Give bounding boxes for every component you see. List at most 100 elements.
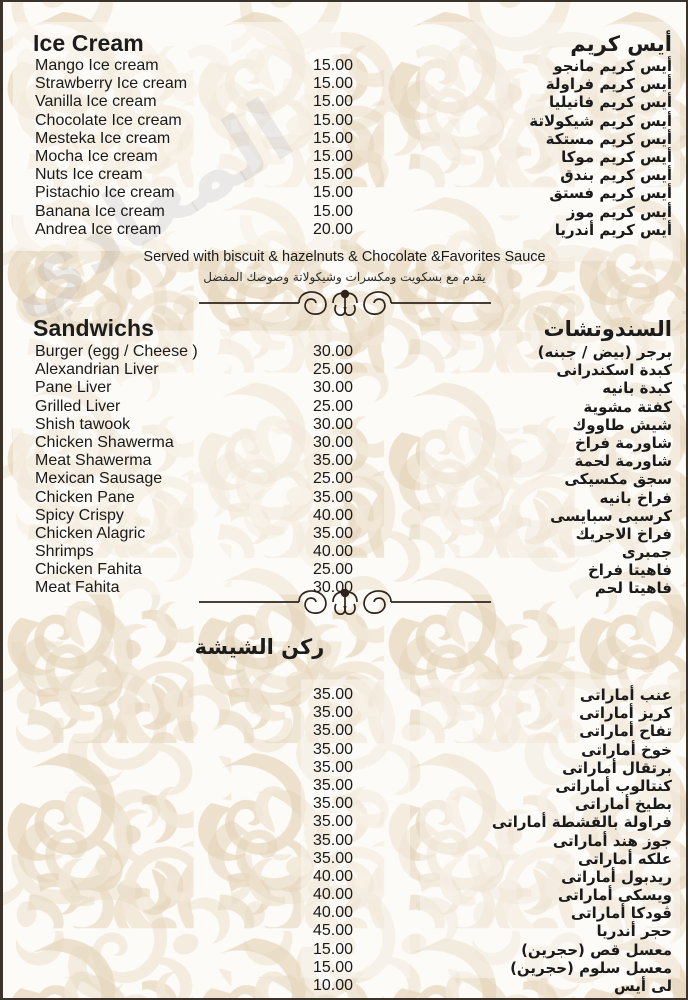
menu-item-row[interactable]: 35.00 كريز أماراتى [3, 704, 686, 722]
menu-item-row[interactable]: Andrea Ice cream 20.00 أيس كريم أندريا [3, 221, 686, 239]
section-title-ar-sandwichs: السندوتشات [543, 317, 672, 341]
item-name-ar: كرسبى سبايسى [550, 506, 672, 525]
item-name-ar: لى أيس [613, 977, 672, 995]
item-price: 35.00 [313, 704, 354, 722]
menu-item-row[interactable]: Mocha Ice cream 15.00 أيس كريم موكا [3, 148, 686, 166]
item-name-ar: سجق مكسيكى [564, 470, 672, 489]
section-title-en-sandwichs: Sandwichs [33, 315, 155, 341]
section-header-sandwichs: Sandwichs السندوتشات [3, 315, 686, 342]
item-name-en: Andrea Ice cream [35, 220, 162, 238]
menu-item-row[interactable]: 40.00 ريدبول أماراتى [3, 868, 686, 886]
item-name-ar: أيس كريم فراولة [545, 75, 672, 94]
item-price: 15.00 [313, 75, 354, 93]
menu-item-row[interactable]: Chocolate Ice cream 15.00 أيس كريم شيكول… [3, 112, 686, 130]
item-name-ar: فراخ بانيه [599, 488, 672, 507]
item-name-ar: أيس كريم فانيليا [549, 93, 672, 112]
item-name-en: Nuts Ice cream [35, 166, 143, 184]
ice-cream-note-ar: يقدم مع بسكويت ومكسرات وشيكولاتة وصوصك ا… [203, 270, 486, 284]
item-name-ar: خوخ أماراتى [581, 740, 672, 759]
item-name-en: Meat Shawerma [35, 452, 152, 470]
ornamental-divider-icon [3, 585, 686, 619]
menu-item-row[interactable]: 35.00 خوخ أماراتى [3, 741, 686, 759]
item-name-ar: كبدة اسكندرانى [556, 361, 672, 380]
menu-item-row[interactable]: 35.00 علكه أماراتى [3, 850, 686, 868]
menu-item-row[interactable]: Chicken Shawerma 30.00 شاورمة فراخ [3, 434, 686, 452]
menu-item-row[interactable]: 35.00 تفاح أماراتى [3, 722, 686, 740]
menu-item-row[interactable]: Vanilla Ice cream 15.00 أيس كريم فانيليا [3, 93, 686, 111]
menu-item-row[interactable]: Chicken Alagric 35.00 فراخ الاجريك [3, 525, 686, 543]
item-price: 15.00 [313, 93, 354, 111]
item-name-en: Chicken Alagric [35, 524, 146, 542]
item-list-sandwichs: Burger (egg / Cheese ) 30.00 برجر (بيض /… [3, 343, 686, 598]
item-name-en: Alexandrian Liver [35, 361, 159, 379]
menu-item-row[interactable]: Shrimps 40.00 جمبرى [3, 543, 686, 561]
menu-item-row[interactable]: Alexandrian Liver 25.00 كبدة اسكندرانى [3, 361, 686, 379]
item-price: 25.00 [313, 397, 354, 415]
item-price: 35.00 [313, 722, 354, 740]
menu-item-row[interactable]: 35.00 فراولة بالقشطة أماراتى [3, 813, 686, 831]
menu-item-row[interactable]: 40.00 ڤودكا أماراتى [3, 904, 686, 922]
item-price: 15.00 [313, 57, 354, 74]
item-name-ar: حجر أندريا [596, 922, 672, 941]
menu-item-row[interactable]: Chicken Pane 35.00 فراخ بانيه [3, 489, 686, 507]
item-name-ar: أيس كريم بندق [560, 166, 672, 185]
item-price: 35.00 [313, 776, 354, 794]
menu-item-row[interactable]: 45.00 حجر أندريا [3, 922, 686, 940]
menu-item-row[interactable]: 35.00 عنب أماراتى [3, 686, 686, 704]
item-price: 45.00 [313, 922, 354, 940]
item-name-ar: تفاح أماراتى [579, 722, 672, 741]
item-name-ar: معسل سلوم (حجرين) [510, 958, 672, 977]
menu-item-row[interactable]: Meat Shawerma 35.00 شاورمة لحمة [3, 452, 686, 470]
menu-item-row[interactable]: Burger (egg / Cheese ) 30.00 برجر (بيض /… [3, 343, 686, 361]
menu-item-row[interactable]: Banana Ice cream 15.00 أيس كريم موز [3, 203, 686, 221]
item-price: 15.00 [313, 202, 354, 220]
item-price: 15.00 [313, 147, 354, 165]
item-price: 30.00 [313, 433, 354, 451]
menu-item-row[interactable]: 40.00 ويسكى أماراتى [3, 886, 686, 904]
item-name-ar: أيس كريم أندريا [554, 220, 672, 239]
item-price: 35.00 [313, 849, 354, 867]
menu-item-row[interactable]: Chicken Fahita 25.00 فاهيتا فراخ [3, 561, 686, 579]
item-price: 35.00 [313, 813, 354, 831]
item-name-ar: ويسكى أماراتى [558, 886, 672, 905]
item-name-en: Pane Liver [35, 379, 112, 397]
item-price: 40.00 [313, 506, 354, 524]
menu-item-row[interactable]: Grilled Liver 25.00 كفتة مشوية [3, 398, 686, 416]
item-price: 20.00 [313, 220, 354, 238]
menu-item-row[interactable]: Mesteka Ice cream 15.00 أيس كريم مستكة [3, 130, 686, 148]
item-name-en: Grilled Liver [35, 397, 121, 415]
menu-item-row[interactable]: 35.00 برتقال أماراتى [3, 759, 686, 777]
menu-item-row[interactable]: 10.00 لى أيس [3, 977, 686, 995]
item-name-en: Chocolate Ice cream [35, 111, 182, 129]
ice-cream-note-en: Served with biscuit & hazelnuts & Chocol… [143, 249, 546, 265]
item-price: 15.00 [313, 184, 354, 202]
menu-item-row[interactable]: Mango Ice cream 15.00 أيس كريم مانجو [3, 57, 686, 75]
item-name-en: Vanilla Ice cream [35, 93, 157, 111]
item-name-ar: أيس كريم شيكولاتة [529, 111, 672, 130]
menu-item-row[interactable]: 35.00 بطيخ أماراتى [3, 795, 686, 813]
menu-item-row[interactable]: 35.00 جوز هند أماراتى [3, 832, 686, 850]
menu-item-row[interactable]: Pistachio Ice cream 15.00 أيس كريم فستق [3, 184, 686, 202]
menu-item-row[interactable]: Strawberry Ice cream 15.00 أيس كريم فراو… [3, 75, 686, 93]
menu-item-row[interactable]: 15.00 معسل قص (حجرين) [3, 941, 686, 959]
menu-item-row[interactable]: Shish tawook 30.00 شيش طاووك [3, 416, 686, 434]
item-name-ar: كنتالوب أماراتى [555, 776, 672, 795]
item-list-ice-cream: Mango Ice cream 15.00 أيس كريم مانجو Str… [3, 57, 686, 239]
item-price: 35.00 [313, 686, 354, 703]
menu-item-row[interactable]: Nuts Ice cream 15.00 أيس كريم بندق [3, 166, 686, 184]
item-name-en: Chicken Fahita [35, 561, 142, 579]
menu-item-row[interactable]: Pane Liver 30.00 كبدة بانيه [3, 379, 686, 397]
menu-item-row[interactable]: 35.00 كنتالوب أماراتى [3, 777, 686, 795]
menu-item-row[interactable]: 15.00 معسل سلوم (حجرين) [3, 959, 686, 977]
item-price: 25.00 [313, 561, 354, 579]
menu-item-row[interactable]: Mexican Sausage 25.00 سجق مكسيكى [3, 470, 686, 488]
item-name-en: Mocha Ice cream [35, 147, 158, 165]
item-name-ar: فراخ الاجريك [575, 524, 672, 543]
item-price: 35.00 [313, 795, 354, 813]
item-name-en: Chicken Pane [35, 488, 135, 506]
item-list-shisha: 35.00 عنب أماراتى 35.00 كريز أماراتى 35.… [3, 686, 686, 995]
item-price: 35.00 [313, 488, 354, 506]
item-price: 35.00 [313, 524, 354, 542]
menu-item-row[interactable]: Spicy Crispy 40.00 كرسبى سبايسى [3, 507, 686, 525]
